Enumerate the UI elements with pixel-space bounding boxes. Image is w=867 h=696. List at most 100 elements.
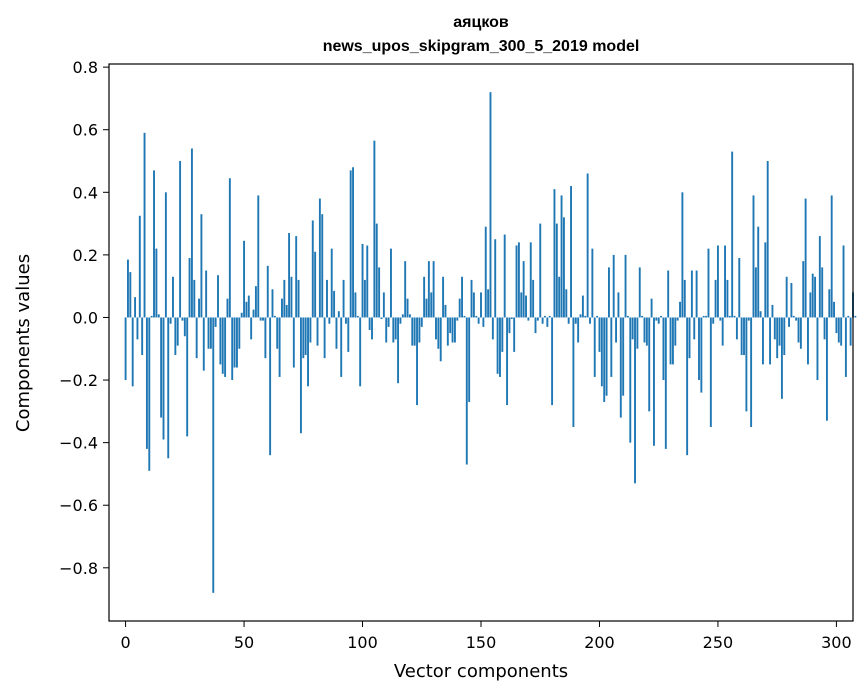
bar: [816, 317, 819, 381]
bar: [733, 315, 736, 318]
bar: [724, 245, 726, 318]
bar: [349, 170, 352, 318]
bar: [439, 317, 442, 362]
bar: [610, 317, 613, 377]
bar: [738, 258, 741, 318]
bar: [674, 317, 677, 346]
x-tick-label: 150: [466, 633, 497, 652]
bar: [821, 267, 824, 318]
bar: [700, 317, 703, 393]
bar: [371, 317, 373, 340]
bar: [359, 317, 362, 387]
bar: [326, 279, 328, 318]
bar: [731, 151, 734, 318]
bar: [281, 298, 283, 318]
bar: [333, 290, 336, 318]
bar: [169, 317, 172, 324]
bar: [844, 317, 847, 377]
bar: [311, 220, 314, 318]
bar: [394, 317, 397, 340]
bar: [634, 317, 636, 484]
bar: [506, 317, 509, 406]
bar: [209, 317, 212, 349]
bar: [792, 315, 795, 318]
bar: [186, 317, 189, 437]
bar: [127, 259, 129, 318]
bar: [413, 317, 416, 346]
bar: [598, 317, 601, 352]
bar: [411, 317, 414, 346]
x-tick-label: 50: [234, 633, 254, 652]
bar: [190, 148, 193, 318]
bar: [131, 317, 134, 387]
bar: [750, 317, 753, 427]
bar: [698, 317, 700, 381]
bar: [214, 317, 217, 327]
bar: [404, 261, 407, 318]
bar: [660, 315, 663, 318]
bar: [231, 317, 234, 381]
bar: [636, 317, 639, 349]
y-tick-label: 0.0: [73, 308, 98, 327]
bar: [584, 315, 587, 318]
bar: [491, 317, 494, 340]
bar: [643, 317, 646, 343]
bar: [442, 276, 445, 318]
bar: [766, 161, 769, 318]
bar: [567, 317, 570, 324]
x-tick-label: 250: [703, 633, 734, 652]
chart-title: аяцков: [453, 14, 509, 31]
bar: [141, 317, 144, 356]
bar: [307, 317, 309, 387]
bar: [529, 242, 532, 318]
bar: [555, 223, 558, 318]
bar: [496, 317, 499, 374]
bar: [726, 279, 729, 318]
x-tick-label: 300: [821, 633, 852, 652]
bar: [605, 317, 608, 396]
y-tick-label: −0.2: [59, 371, 98, 390]
bar: [430, 292, 433, 318]
bar: [705, 315, 708, 318]
bar: [153, 170, 155, 318]
bar: [539, 223, 542, 318]
bar: [449, 317, 452, 334]
bar: [771, 304, 774, 318]
y-tick-label: 0.4: [73, 183, 98, 202]
bar: [202, 317, 205, 371]
bar: [508, 317, 511, 334]
bar: [626, 315, 629, 318]
bar: [728, 315, 731, 318]
bar: [807, 317, 809, 365]
bar: [283, 279, 286, 318]
bar: [138, 215, 141, 318]
bar: [392, 317, 395, 343]
bar: [814, 276, 817, 318]
bar: [617, 292, 620, 318]
bar: [446, 317, 449, 346]
bar: [475, 315, 478, 318]
x-tick-label: 0: [120, 633, 130, 652]
bar: [825, 317, 828, 421]
bar: [681, 192, 684, 318]
y-tick-label: −0.8: [59, 559, 98, 578]
bar: [527, 317, 530, 321]
bar: [562, 217, 565, 318]
bar: [795, 317, 798, 321]
bar: [228, 178, 231, 318]
bar: [288, 232, 291, 318]
bar: [361, 243, 364, 318]
bar: [200, 214, 203, 318]
bar: [148, 317, 151, 471]
bar: [174, 317, 177, 356]
y-tick-label: 0.6: [73, 121, 98, 140]
x-tick-label: 100: [347, 633, 378, 652]
bar: [534, 317, 537, 334]
bar: [181, 317, 184, 321]
bar: [129, 272, 132, 318]
bar: [124, 317, 127, 381]
bar: [690, 270, 693, 318]
bar: [456, 317, 459, 321]
bar: [408, 314, 411, 318]
bar: [762, 317, 764, 365]
